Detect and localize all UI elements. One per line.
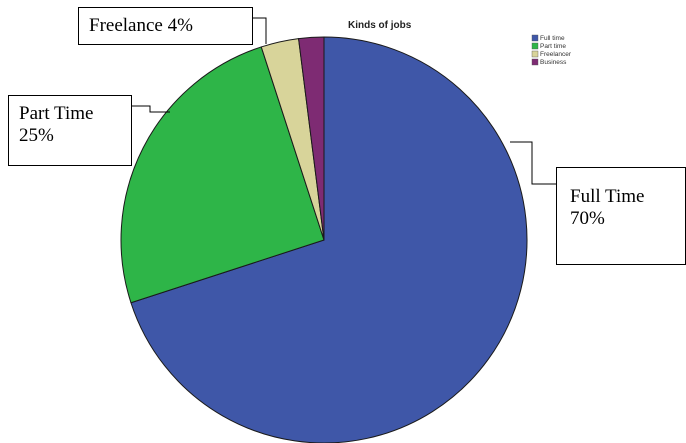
chart-title: Kinds of jobs xyxy=(348,20,412,31)
legend-swatch-freelancer xyxy=(531,50,539,58)
legend-label-full-time: Full time xyxy=(540,35,565,42)
pie-slices xyxy=(120,36,528,443)
leader-line-freelance xyxy=(252,17,267,44)
leader-lines xyxy=(131,17,557,185)
legend-label-part-time: Part time xyxy=(540,43,566,50)
pie-slice-business xyxy=(298,36,325,241)
callout-part-time-value: 25% xyxy=(19,125,54,146)
callout-freelance-label: Freelance 4% xyxy=(89,15,193,36)
callout-freelance: Freelance 4% xyxy=(78,7,253,45)
callout-part-time: Part Time 25% xyxy=(8,95,132,166)
callout-full-time: Full Time 70% xyxy=(556,167,686,265)
callout-full-time-value: 70% xyxy=(570,208,605,229)
pie-slice-part-time xyxy=(120,46,325,304)
legend-swatch-full-time xyxy=(531,34,539,42)
legend-swatch-part-time xyxy=(531,42,539,50)
callout-full-time-label: Full Time xyxy=(570,186,645,207)
leader-line-full-time xyxy=(510,141,557,185)
legend-label-business: Business xyxy=(540,59,567,66)
pie-slice-full-time xyxy=(130,36,528,443)
callout-part-time-label: Part Time xyxy=(19,103,94,124)
leader-line-part-time xyxy=(131,105,170,113)
legend-swatch-business xyxy=(531,58,539,66)
legend-label-freelancer: Freelancer xyxy=(540,51,572,58)
